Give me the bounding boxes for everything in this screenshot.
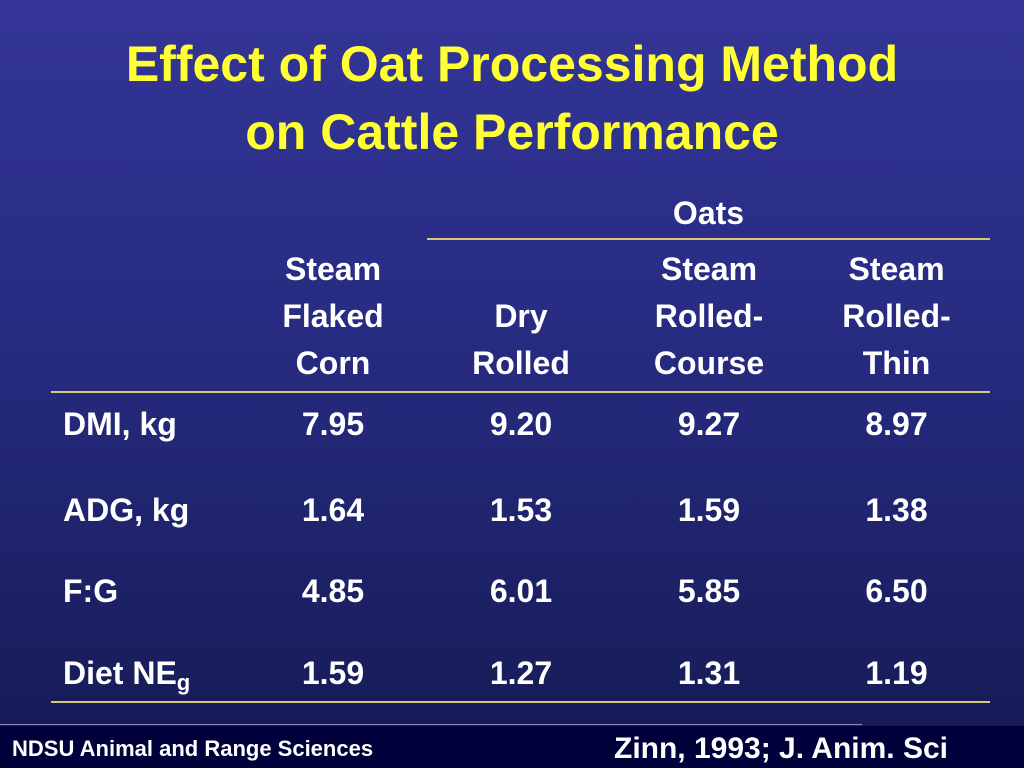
oats-group-rule	[427, 238, 990, 240]
table-cell: 1.19	[865, 655, 928, 691]
column-header-line: Rolled-	[842, 298, 951, 334]
table-cell: 6.50	[865, 573, 928, 609]
column-header-steam-flaked-corn: Steam Flaked Corn	[239, 246, 427, 387]
row-label-diet-neg: Diet NEg	[63, 653, 190, 703]
table-cell: 4.85	[301, 573, 365, 609]
slide-title-line-2: on Cattle Performance	[245, 104, 779, 160]
table-cell: 9.20	[489, 406, 553, 442]
column-header-line: Steam	[848, 251, 945, 287]
column-header-line: Course	[653, 345, 765, 381]
row-label-text: Diet NE	[63, 655, 177, 691]
slide-title-line-1: Effect of Oat Processing Method	[125, 36, 899, 92]
table-cell: 1.53	[489, 492, 553, 528]
table-cell: 1.59	[677, 492, 741, 528]
column-header-steam-rolled-thin: Steam Rolled- Thin	[803, 246, 990, 387]
table-cell: 1.59	[301, 655, 365, 691]
column-header-line: Corn	[295, 345, 371, 381]
footer-bar	[0, 726, 1024, 768]
row-label-subscript: g	[176, 670, 191, 695]
footer-organization: NDSU Animal and Range Sciences	[12, 736, 374, 761]
footer-divider	[0, 724, 862, 725]
footer-citation: Zinn, 1993; J. Anim. Sci	[614, 732, 948, 765]
table-cell: 1.38	[865, 492, 928, 528]
table-cell: 6.01	[489, 573, 553, 609]
row-label-fg: F:G	[63, 573, 119, 609]
column-header-line: Steam	[284, 251, 382, 287]
column-header-line: Dry	[494, 298, 548, 334]
table-cell: 9.27	[677, 406, 741, 442]
table-cell: 5.85	[677, 573, 741, 609]
table-cell: 7.95	[301, 406, 365, 442]
row-label-adg: ADG, kg	[63, 492, 190, 528]
table-cell: 1.31	[677, 655, 741, 691]
table-cell: 1.27	[489, 655, 553, 691]
table-cell: 8.97	[865, 406, 928, 442]
column-header-line: Rolled-	[654, 298, 764, 334]
column-header-line: Rolled	[472, 345, 570, 381]
row-label-dmi: DMI, kg	[63, 406, 177, 442]
column-header-line: Flaked	[282, 298, 384, 334]
column-header-line: Thin	[862, 345, 931, 381]
header-rule	[51, 391, 990, 393]
column-header-line: Steam	[660, 251, 758, 287]
table-cell: 1.64	[301, 492, 365, 528]
oats-group-header: Oats	[672, 195, 745, 231]
table-bottom-rule	[51, 701, 990, 703]
column-header-steam-rolled-course: Steam Rolled- Course	[615, 246, 803, 387]
column-header-dry-rolled: Dry Rolled	[427, 293, 615, 387]
